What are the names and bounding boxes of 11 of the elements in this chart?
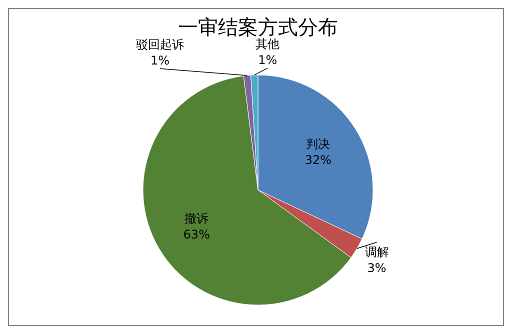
chart-title: 一审结案方式分布 xyxy=(178,15,338,39)
data-label: 63% xyxy=(183,227,210,242)
data-label: 1% xyxy=(150,54,170,68)
slice-label: 其他 xyxy=(256,37,280,52)
slice-label: 撤诉 xyxy=(184,211,209,226)
data-label: 1% xyxy=(258,53,278,68)
data-label: 32% xyxy=(304,152,332,167)
slice-label: 调解 xyxy=(364,245,389,260)
data-label: 3% xyxy=(367,261,386,276)
slice-label: 判决 xyxy=(306,136,330,151)
slice-label: 驳回起诉 xyxy=(136,38,184,52)
